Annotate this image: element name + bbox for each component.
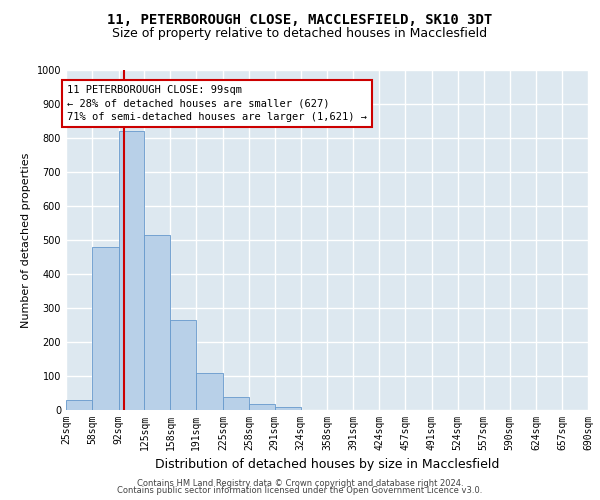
- Text: Contains HM Land Registry data © Crown copyright and database right 2024.: Contains HM Land Registry data © Crown c…: [137, 478, 463, 488]
- Text: 11 PETERBOROUGH CLOSE: 99sqm
← 28% of detached houses are smaller (627)
71% of s: 11 PETERBOROUGH CLOSE: 99sqm ← 28% of de…: [67, 86, 367, 122]
- X-axis label: Distribution of detached houses by size in Macclesfield: Distribution of detached houses by size …: [155, 458, 499, 471]
- Text: Contains public sector information licensed under the Open Government Licence v3: Contains public sector information licen…: [118, 486, 482, 495]
- Bar: [249, 404, 275, 410]
- Text: 11, PETERBOROUGH CLOSE, MACCLESFIELD, SK10 3DT: 11, PETERBOROUGH CLOSE, MACCLESFIELD, SK…: [107, 12, 493, 26]
- Bar: [196, 372, 223, 410]
- Bar: [223, 397, 249, 410]
- Bar: [66, 400, 92, 410]
- Bar: [170, 320, 196, 410]
- Y-axis label: Number of detached properties: Number of detached properties: [21, 152, 31, 328]
- Bar: [275, 408, 301, 410]
- Bar: [119, 131, 145, 410]
- Bar: [92, 247, 119, 410]
- Bar: [145, 235, 170, 410]
- Text: Size of property relative to detached houses in Macclesfield: Size of property relative to detached ho…: [112, 28, 488, 40]
